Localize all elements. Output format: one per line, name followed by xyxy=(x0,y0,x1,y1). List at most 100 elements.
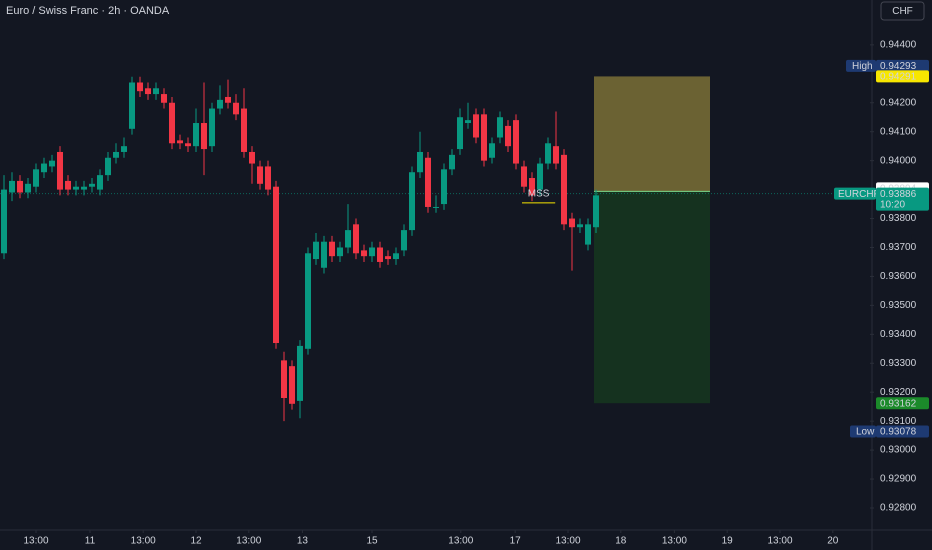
candle-body xyxy=(401,230,407,251)
candle-body xyxy=(465,120,471,124)
candle-body xyxy=(73,186,79,190)
x-tick-label: 13:00 xyxy=(767,536,792,547)
y-tick-label: 0.92800 xyxy=(880,503,917,514)
candle-body xyxy=(225,96,231,103)
x-tick-label: 20 xyxy=(827,536,839,547)
y-tick-label: 0.93600 xyxy=(880,271,917,282)
candle-body xyxy=(9,180,15,193)
y-tick-label: 0.94000 xyxy=(880,155,917,166)
high-tag-box xyxy=(846,59,876,72)
candle-body xyxy=(521,166,527,187)
x-tick-label: 13:00 xyxy=(662,536,687,547)
candle-body xyxy=(433,206,439,208)
candle-body xyxy=(505,125,511,147)
candle-body xyxy=(561,154,567,225)
x-tick-label: 19 xyxy=(722,536,734,547)
candle-body xyxy=(257,166,263,184)
candle-body xyxy=(113,151,119,158)
x-tick-label: 15 xyxy=(366,536,378,547)
candle-body xyxy=(25,183,31,193)
y-tick-label: 0.94100 xyxy=(880,126,917,137)
candle-body xyxy=(17,180,23,193)
candle-body xyxy=(409,172,415,231)
high-tag: High xyxy=(852,61,873,72)
symbol-tag: EURCHF xyxy=(838,189,880,200)
x-tick-label: 13:00 xyxy=(448,536,473,547)
candle-body xyxy=(185,143,191,147)
y-tick-label: 0.93000 xyxy=(880,445,917,456)
y-tick-label: 0.93200 xyxy=(880,387,917,398)
candle-body xyxy=(393,253,399,260)
countdown: 10:20 xyxy=(880,199,905,210)
candle-body xyxy=(121,146,127,152)
candle-body xyxy=(289,366,295,404)
candle-body xyxy=(193,123,199,147)
candle-body xyxy=(577,224,583,228)
candle-body xyxy=(529,178,535,196)
candle-body xyxy=(361,250,367,257)
candle-body xyxy=(377,247,383,262)
candle-body xyxy=(457,117,463,150)
candle-body xyxy=(169,102,175,144)
x-tick-label: 18 xyxy=(615,536,627,547)
y-tick-label: 0.93800 xyxy=(880,213,917,224)
candle-body xyxy=(449,154,455,170)
target-zone xyxy=(594,76,710,192)
candle-body xyxy=(265,166,271,190)
candle-body xyxy=(57,151,63,190)
low-tag: Low xyxy=(856,427,875,438)
currency-button[interactable] xyxy=(880,1,925,21)
candle-body xyxy=(89,183,95,187)
x-tick-label: 11 xyxy=(85,536,96,547)
x-tick-label: 13 xyxy=(297,536,309,547)
y-tick-label: 0.92900 xyxy=(880,474,917,485)
candle-body xyxy=(233,102,239,115)
annotation-label: MSS xyxy=(528,189,550,200)
chart-title: Euro / Swiss Franc · 2h · OANDA xyxy=(6,5,170,17)
candle-body xyxy=(49,160,55,167)
candle-body xyxy=(153,88,159,95)
y-tick-label: 0.93300 xyxy=(880,358,917,369)
candle-body xyxy=(305,253,311,349)
candle-body xyxy=(241,108,247,152)
symbol-tag-box xyxy=(834,187,876,200)
candle-body xyxy=(129,82,135,129)
y-tick-label: 0.93500 xyxy=(880,300,917,311)
candle-body xyxy=(145,88,151,95)
candle-body xyxy=(41,163,47,173)
high-value-box xyxy=(876,59,929,72)
y-tick-label: 0.93700 xyxy=(880,242,917,253)
last-price: 0.93886 xyxy=(880,189,917,200)
stop-value-box xyxy=(876,397,929,410)
candle-body xyxy=(513,120,519,164)
low-tag-box xyxy=(850,425,876,438)
candle-body xyxy=(81,186,87,190)
stop-value: 0.93162 xyxy=(880,398,917,409)
x-tick-label: 13:00 xyxy=(23,536,48,547)
candle-body xyxy=(385,256,391,260)
candle-body xyxy=(281,360,287,399)
y-tick-label: 0.94400 xyxy=(880,40,917,51)
x-tick-label: 13:00 xyxy=(131,536,156,547)
x-tick-label: 13:00 xyxy=(236,536,261,547)
candle-body xyxy=(585,224,591,245)
candle-body xyxy=(33,169,39,187)
candle-body xyxy=(105,157,111,176)
candle-body xyxy=(473,114,479,138)
candle-body xyxy=(217,99,223,109)
target-value: 0.94291 xyxy=(880,72,917,83)
x-tick-label: 17 xyxy=(510,536,522,547)
last-price-box xyxy=(876,187,929,211)
candle-body xyxy=(489,143,495,158)
candle-body xyxy=(545,143,551,164)
candle-body xyxy=(369,247,375,257)
target-value-box xyxy=(876,70,929,83)
candle-body xyxy=(441,169,447,205)
candle-body xyxy=(593,195,599,228)
x-tick-label: 13:00 xyxy=(555,536,580,547)
high-value: 0.94293 xyxy=(880,61,917,72)
candle-body xyxy=(177,140,183,144)
candle-body xyxy=(329,241,335,257)
